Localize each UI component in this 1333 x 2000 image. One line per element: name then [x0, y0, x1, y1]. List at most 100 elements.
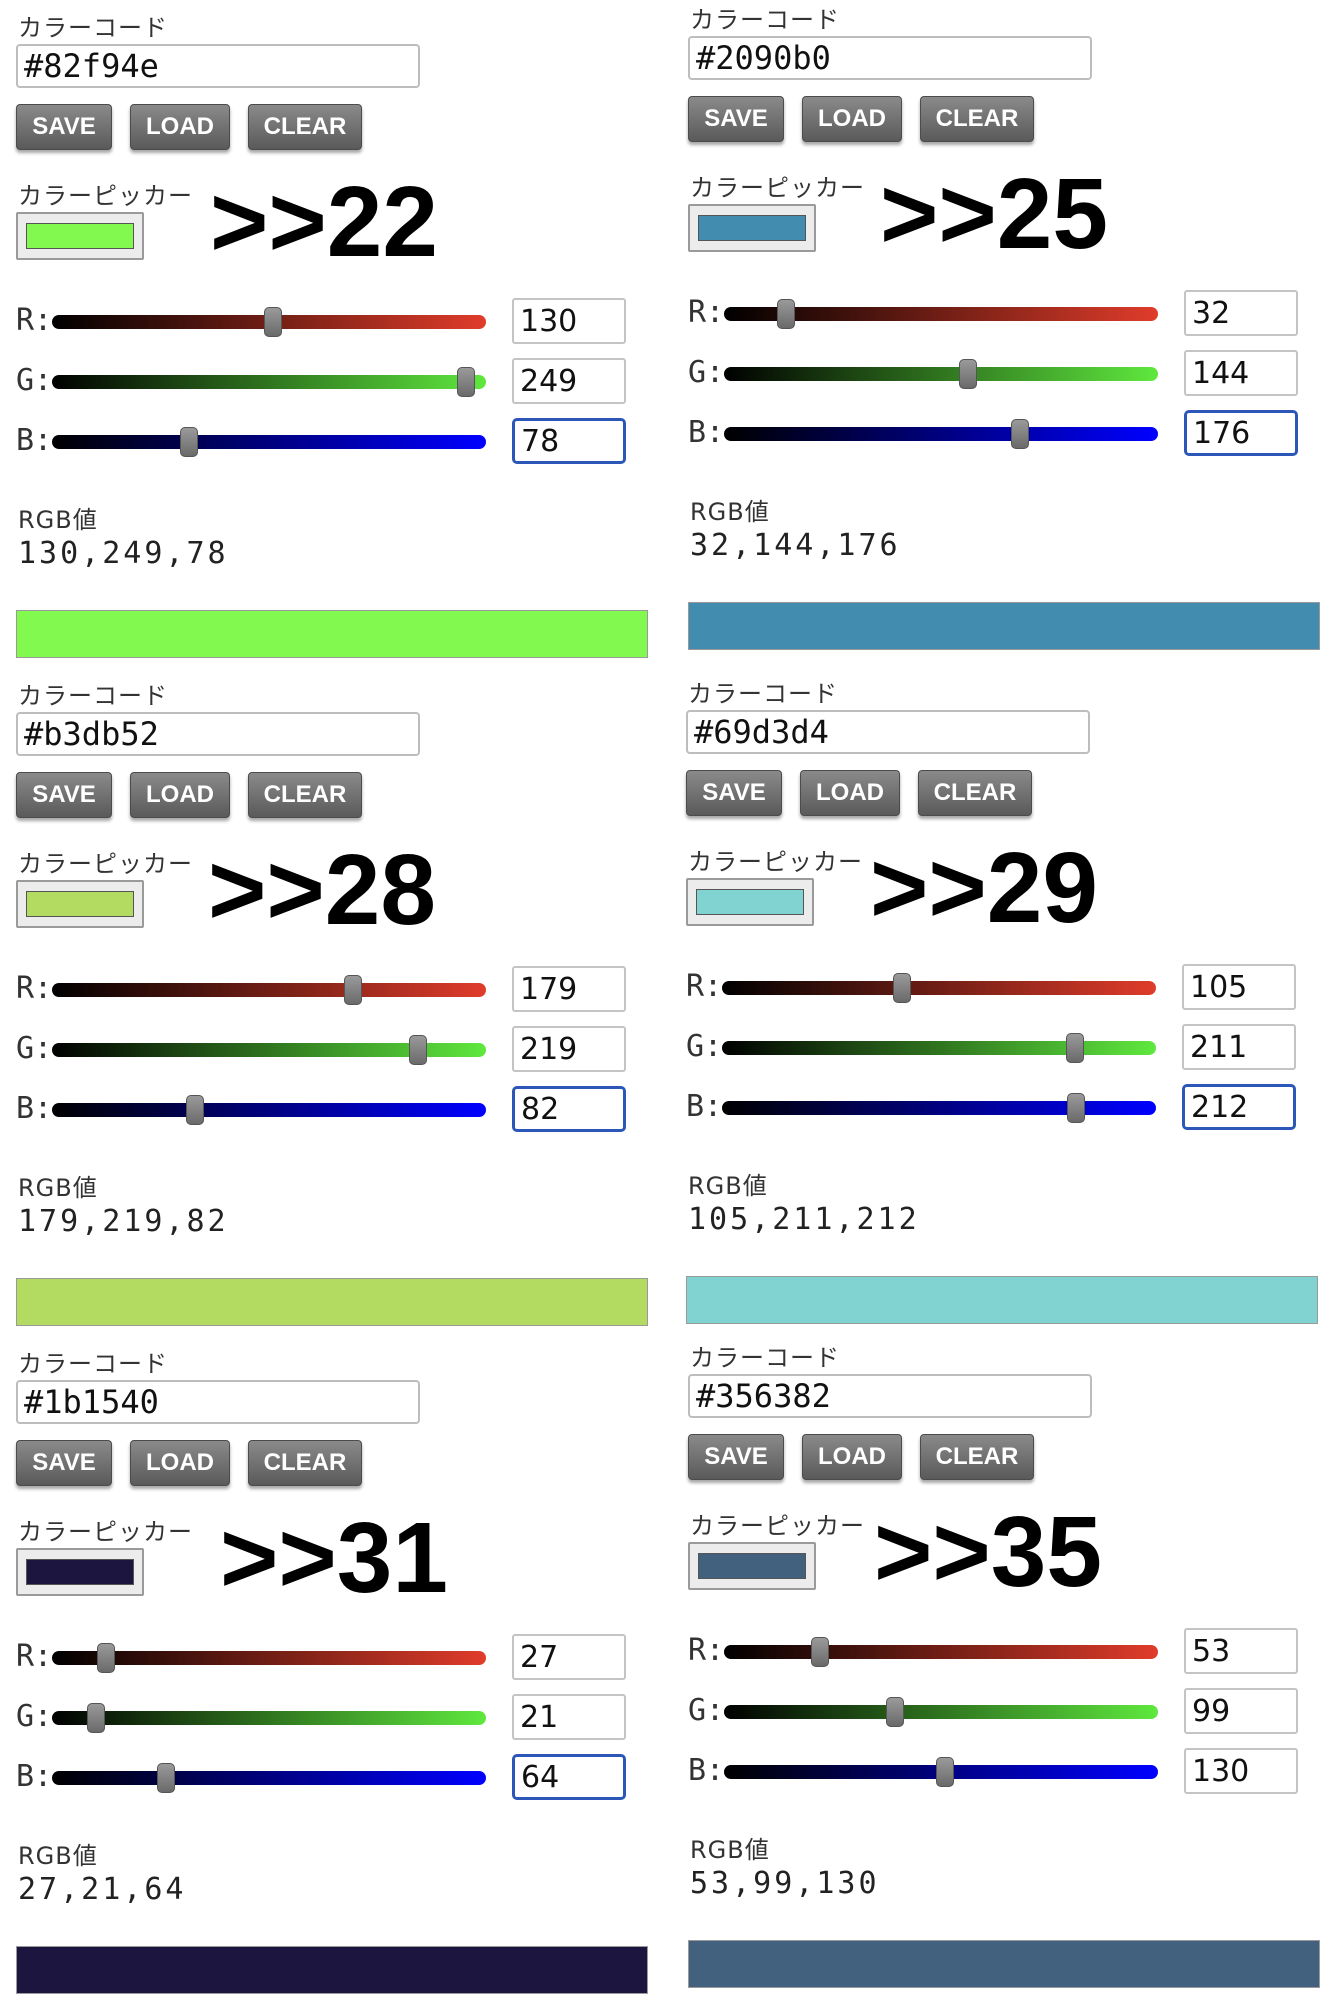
value-input-r[interactable] — [1184, 290, 1298, 336]
value-input-r[interactable] — [512, 1634, 626, 1680]
slider-b[interactable] — [52, 1763, 486, 1793]
slider-thumb-b[interactable] — [156, 1763, 175, 1793]
value-input-b[interactable] — [512, 1754, 626, 1800]
slider-b[interactable] — [52, 427, 486, 457]
slider-r[interactable] — [52, 975, 486, 1005]
save-button[interactable]: SAVE — [16, 772, 112, 818]
rgb-value-label: RGB値 — [690, 498, 770, 526]
slider-thumb-g[interactable] — [1065, 1033, 1084, 1063]
load-button[interactable]: LOAD — [130, 1440, 230, 1486]
slider-b[interactable] — [724, 419, 1158, 449]
value-input-r[interactable] — [1184, 1628, 1298, 1674]
slider-thumb-g[interactable] — [885, 1697, 904, 1727]
slider-thumb-r[interactable] — [776, 299, 795, 329]
load-button[interactable]: LOAD — [800, 770, 900, 816]
save-button[interactable]: SAVE — [16, 104, 112, 150]
clear-button[interactable]: CLEAR — [248, 104, 362, 150]
slider-thumb-b[interactable] — [1067, 1093, 1086, 1123]
slider-thumb-g[interactable] — [408, 1035, 427, 1065]
color-panel: カラーコード SAVE LOAD CLEAR カラーピッカー >>22 R: G: B: RGB値… — [14, 0, 664, 660]
value-input-b[interactable] — [1184, 410, 1298, 456]
color-picker-swatch[interactable] — [686, 878, 814, 926]
slider-b[interactable] — [724, 1757, 1158, 1787]
value-input-b[interactable] — [1184, 1748, 1298, 1794]
load-button[interactable]: LOAD — [130, 104, 230, 150]
slider-g[interactable] — [52, 367, 486, 397]
slider-thumb-g[interactable] — [87, 1703, 106, 1733]
reply-reference: >>22 — [210, 166, 439, 278]
slider-thumb-g[interactable] — [958, 359, 977, 389]
slider-thumb-r[interactable] — [893, 973, 912, 1003]
rgb-value-label: RGB値 — [18, 1174, 98, 1202]
slider-thumb-r[interactable] — [343, 975, 362, 1005]
value-input-g[interactable] — [512, 1026, 626, 1072]
value-input-g[interactable] — [1184, 350, 1298, 396]
rgb-value-label: RGB値 — [688, 1172, 768, 1200]
slider-r[interactable] — [724, 299, 1158, 329]
load-button[interactable]: LOAD — [130, 772, 230, 818]
save-button[interactable]: SAVE — [688, 96, 784, 142]
slider-b[interactable] — [722, 1093, 1156, 1123]
color-panel: カラーコード SAVE LOAD CLEAR カラーピッカー >>25 R: G: B: RGB値… — [686, 0, 1333, 652]
slider-thumb-b[interactable] — [1010, 419, 1029, 449]
clear-button[interactable]: CLEAR — [248, 772, 362, 818]
save-button[interactable]: SAVE — [16, 1440, 112, 1486]
value-input-r[interactable] — [512, 298, 626, 344]
value-input-r[interactable] — [512, 966, 626, 1012]
rgb-value-label: RGB値 — [18, 1842, 98, 1870]
clear-button[interactable]: CLEAR — [920, 96, 1034, 142]
slider-r[interactable] — [722, 973, 1156, 1003]
value-input-b[interactable] — [512, 1086, 626, 1132]
rgb-value-label: RGB値 — [18, 506, 98, 534]
color-code-input[interactable] — [688, 36, 1092, 80]
color-picker-swatch[interactable] — [688, 204, 816, 252]
color-picker-swatch[interactable] — [16, 1548, 144, 1596]
color-code-input[interactable] — [16, 712, 420, 756]
channel-label-g: G: — [16, 1031, 53, 1066]
value-input-g[interactable] — [1182, 1024, 1296, 1070]
color-code-input[interactable] — [16, 44, 420, 88]
slider-g[interactable] — [52, 1703, 486, 1733]
slider-thumb-b[interactable] — [179, 427, 198, 457]
value-input-g[interactable] — [512, 1694, 626, 1740]
save-button[interactable]: SAVE — [688, 1434, 784, 1480]
color-code-input[interactable] — [16, 1380, 420, 1424]
slider-g[interactable] — [724, 1697, 1158, 1727]
slider-g[interactable] — [724, 359, 1158, 389]
color-picker-swatch[interactable] — [688, 1542, 816, 1590]
slider-g[interactable] — [52, 1035, 486, 1065]
color-code-input[interactable] — [686, 710, 1090, 754]
rgb-value-text: 32,144,176 — [690, 528, 901, 563]
slider-thumb-b[interactable] — [936, 1757, 955, 1787]
value-input-g[interactable] — [1184, 1688, 1298, 1734]
color-code-input[interactable] — [688, 1374, 1092, 1418]
color-picker-swatch[interactable] — [16, 880, 144, 928]
value-input-g[interactable] — [512, 358, 626, 404]
load-button[interactable]: LOAD — [802, 96, 902, 142]
slider-r[interactable] — [724, 1637, 1158, 1667]
save-button[interactable]: SAVE — [686, 770, 782, 816]
load-button[interactable]: LOAD — [802, 1434, 902, 1480]
slider-r[interactable] — [52, 307, 486, 337]
slider-thumb-b[interactable] — [186, 1095, 205, 1125]
reply-reference: >>28 — [208, 834, 437, 946]
value-input-b[interactable] — [512, 418, 626, 464]
color-code-label: カラーコード — [690, 1344, 840, 1372]
value-input-b[interactable] — [1182, 1084, 1296, 1130]
clear-button[interactable]: CLEAR — [918, 770, 1032, 816]
reply-reference: >>25 — [880, 158, 1109, 270]
slider-thumb-r[interactable] — [264, 307, 283, 337]
color-picker-swatch[interactable] — [16, 212, 144, 260]
slider-thumb-r[interactable] — [811, 1637, 830, 1667]
clear-button[interactable]: CLEAR — [248, 1440, 362, 1486]
slider-r[interactable] — [52, 1643, 486, 1673]
channel-label-r: R: — [16, 1639, 53, 1674]
slider-b[interactable] — [52, 1095, 486, 1125]
clear-button[interactable]: CLEAR — [920, 1434, 1034, 1480]
color-preview-bar — [16, 1278, 648, 1326]
value-input-r[interactable] — [1182, 964, 1296, 1010]
slider-thumb-g[interactable] — [457, 367, 476, 397]
slider-thumb-r[interactable] — [96, 1643, 115, 1673]
channel-label-b: B: — [686, 1089, 723, 1124]
slider-g[interactable] — [722, 1033, 1156, 1063]
